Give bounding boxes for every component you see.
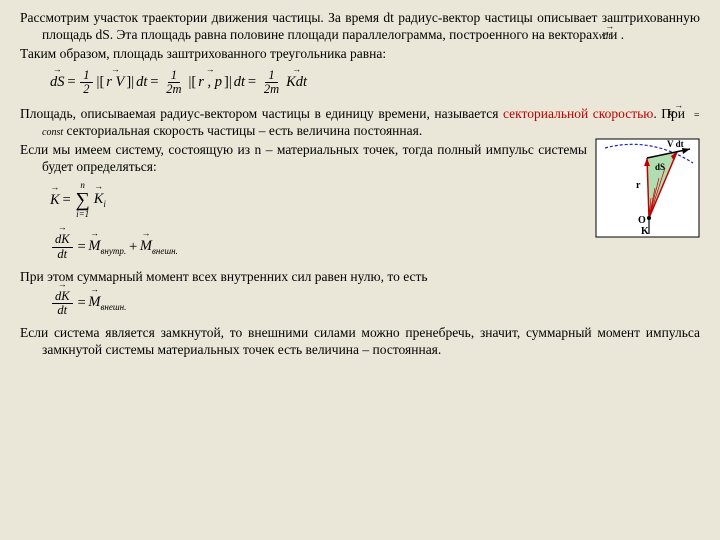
- formula-ksum: K = n∑i=1 Ki: [20, 181, 587, 219]
- paragraph-sectorial: Площадь, описываемая радиус-вектором час…: [20, 106, 700, 140]
- paragraph-closed-system: Если система является замкнутой, то внеш…: [20, 325, 700, 359]
- highlight-sectorial: секториальной скоростью: [503, 106, 653, 121]
- p3a: Площадь, описываемая радиус-вектором час…: [20, 106, 503, 121]
- svg-text:O: O: [638, 215, 646, 226]
- para1-tail: .: [621, 27, 624, 42]
- paragraph-sum-moment: При этом суммарный момент всех внутренни…: [20, 269, 700, 286]
- svg-text:r: r: [636, 180, 641, 191]
- formula-dkdt-full: dKdt = Mвнутр. + Mвнешн.: [20, 233, 587, 260]
- paragraph-system-n: Если мы имеем систему, состоящую из n – …: [20, 142, 587, 176]
- svg-text:dS: dS: [655, 162, 665, 172]
- svg-text:K: K: [641, 226, 649, 237]
- svg-text:V dt: V dt: [667, 139, 684, 149]
- formula-ds: dS = 12 |[r V]| dt = 12m |[r , p]| dt = …: [20, 69, 700, 96]
- sector-diagram: r dS V dt O K: [595, 138, 700, 238]
- formula-dkdt-ext: dKdt = Mвнешн.: [20, 290, 700, 317]
- paragraph-trajectory: Рассмотрим участок траектории движения ч…: [20, 10, 700, 44]
- paragraph-area-intro: Таким образом, площадь заштрихованного т…: [20, 46, 700, 63]
- p3c: секториальная скорость частицы – есть ве…: [63, 123, 422, 138]
